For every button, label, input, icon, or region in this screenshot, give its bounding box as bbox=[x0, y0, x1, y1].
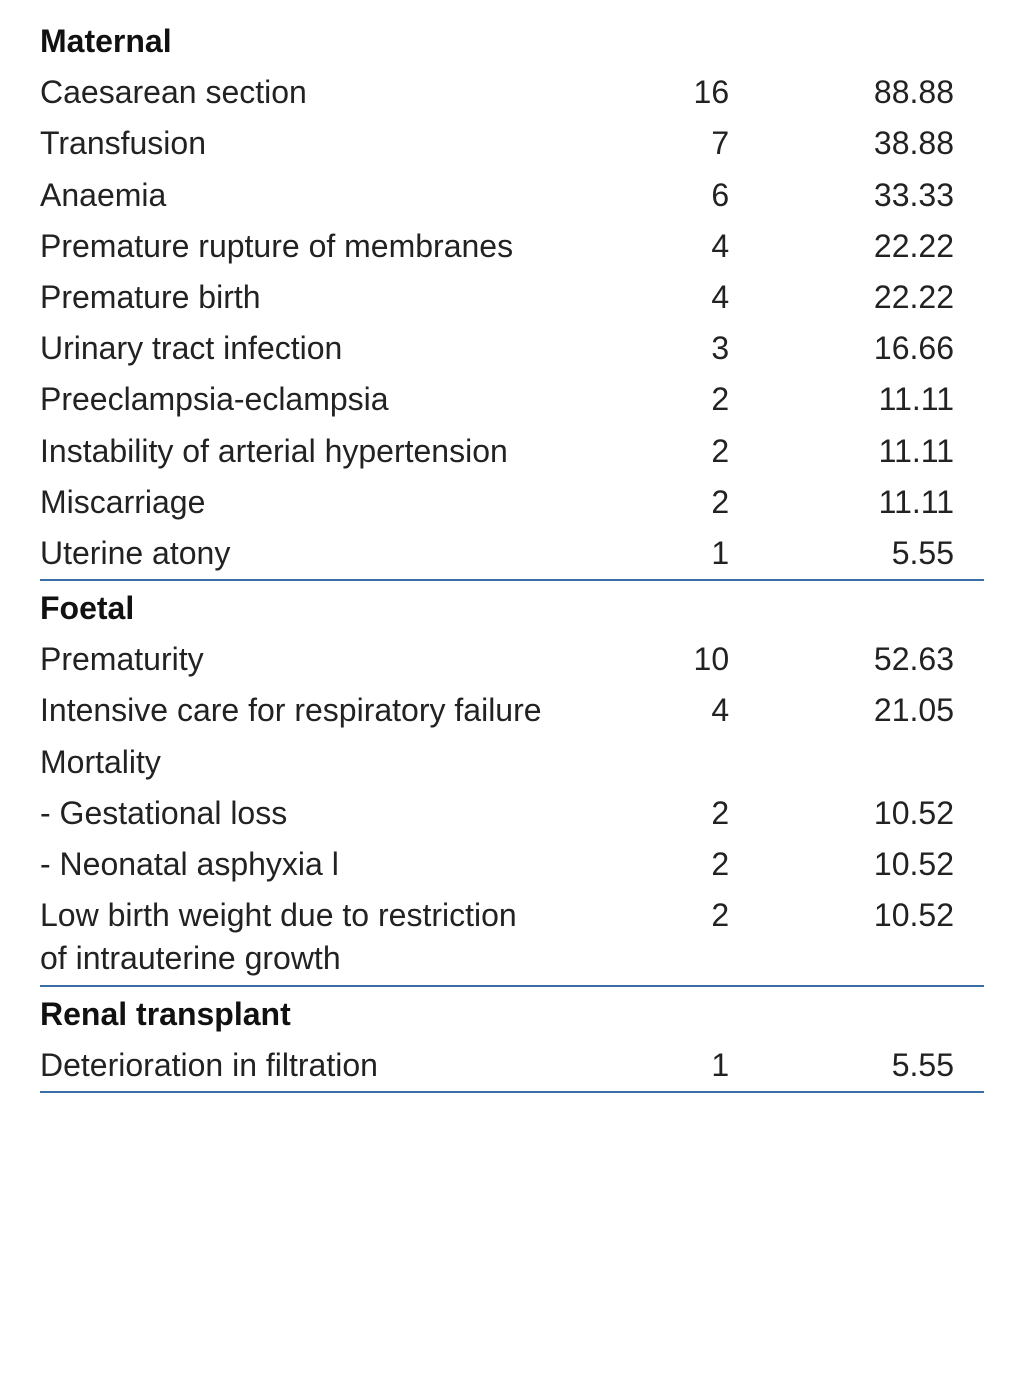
table-row: Intensive care for respiratory failure 4… bbox=[40, 685, 984, 736]
row-pct: 5.55 bbox=[729, 1040, 984, 1091]
row-label: Intensive care for respiratory failure bbox=[40, 685, 550, 736]
row-pct: 22.22 bbox=[729, 221, 984, 272]
row-n: 2 bbox=[550, 426, 729, 477]
row-n: 2 bbox=[550, 788, 729, 839]
table-row: Premature rupture of membranes 4 22.22 bbox=[40, 221, 984, 272]
section-renal-heading: Renal transplant bbox=[40, 987, 984, 1040]
row-label: Low birth weight due to restriction of i… bbox=[40, 890, 550, 984]
table-row: Uterine atony 1 5.55 bbox=[40, 528, 984, 579]
row-n: 16 bbox=[550, 67, 729, 118]
row-n: 4 bbox=[550, 685, 729, 736]
row-pct: 10.52 bbox=[729, 839, 984, 890]
table-row: Miscarriage 2 11.11 bbox=[40, 477, 984, 528]
table-row: Mortality bbox=[40, 737, 984, 788]
heading-text: Maternal bbox=[40, 20, 984, 67]
table-row: - Neonatal asphyxia l 2 10.52 bbox=[40, 839, 984, 890]
table-row: Caesarean section 16 88.88 bbox=[40, 67, 984, 118]
row-label: Caesarean section bbox=[40, 67, 550, 118]
row-pct: 22.22 bbox=[729, 272, 984, 323]
row-n: 6 bbox=[550, 170, 729, 221]
row-n: 10 bbox=[550, 634, 729, 685]
table-row: Premature birth 4 22.22 bbox=[40, 272, 984, 323]
row-n: 7 bbox=[550, 118, 729, 169]
row-label: Transfusion bbox=[40, 118, 550, 169]
section-maternal-heading: Maternal bbox=[40, 20, 984, 67]
complications-table: Maternal Caesarean section 16 88.88 Tran… bbox=[40, 20, 984, 1093]
row-pct: 10.52 bbox=[729, 890, 984, 984]
table-row: Low birth weight due to restriction of i… bbox=[40, 890, 984, 984]
row-pct: 11.11 bbox=[729, 426, 984, 477]
table-row: Deterioration in filtration 1 5.55 bbox=[40, 1040, 984, 1091]
row-label: Urinary tract infection bbox=[40, 323, 550, 374]
row-pct: 16.66 bbox=[729, 323, 984, 374]
row-label: Miscarriage bbox=[40, 477, 550, 528]
row-n: 3 bbox=[550, 323, 729, 374]
row-n: 2 bbox=[550, 839, 729, 890]
row-label: - Gestational loss bbox=[40, 788, 550, 839]
row-n: 2 bbox=[550, 890, 729, 984]
row-n: 4 bbox=[550, 221, 729, 272]
heading-text: Renal transplant bbox=[40, 987, 984, 1040]
table-row: - Gestational loss 2 10.52 bbox=[40, 788, 984, 839]
row-label: Anaemia bbox=[40, 170, 550, 221]
row-label: Premature birth bbox=[40, 272, 550, 323]
row-pct: 33.33 bbox=[729, 170, 984, 221]
row-pct: 5.55 bbox=[729, 528, 984, 579]
row-pct: 11.11 bbox=[729, 477, 984, 528]
table-row: Prematurity 10 52.63 bbox=[40, 634, 984, 685]
row-n: 4 bbox=[550, 272, 729, 323]
row-label: Mortality bbox=[40, 737, 984, 788]
row-label: Instability of arterial hypertension bbox=[40, 426, 550, 477]
row-label: Preeclampsia-eclampsia bbox=[40, 374, 550, 425]
row-pct: 11.11 bbox=[729, 374, 984, 425]
row-pct: 38.88 bbox=[729, 118, 984, 169]
row-label: Premature rupture of membranes bbox=[40, 221, 550, 272]
row-label: - Neonatal asphyxia l bbox=[40, 839, 550, 890]
section-foetal-heading: Foetal bbox=[40, 581, 984, 634]
table-row: Anaemia 6 33.33 bbox=[40, 170, 984, 221]
row-label: Uterine atony bbox=[40, 528, 550, 579]
table-row: Instability of arterial hypertension 2 1… bbox=[40, 426, 984, 477]
row-n: 2 bbox=[550, 374, 729, 425]
table-row: Urinary tract infection 3 16.66 bbox=[40, 323, 984, 374]
row-pct: 52.63 bbox=[729, 634, 984, 685]
heading-text: Foetal bbox=[40, 581, 984, 634]
row-n: 2 bbox=[550, 477, 729, 528]
row-pct: 88.88 bbox=[729, 67, 984, 118]
row-n: 1 bbox=[550, 1040, 729, 1091]
row-pct: 21.05 bbox=[729, 685, 984, 736]
row-label: Deterioration in filtration bbox=[40, 1040, 550, 1091]
table-row: Transfusion 7 38.88 bbox=[40, 118, 984, 169]
table-row: Preeclampsia-eclampsia 2 11.11 bbox=[40, 374, 984, 425]
row-label: Prematurity bbox=[40, 634, 550, 685]
row-pct: 10.52 bbox=[729, 788, 984, 839]
row-n: 1 bbox=[550, 528, 729, 579]
section-rule bbox=[40, 1091, 984, 1093]
